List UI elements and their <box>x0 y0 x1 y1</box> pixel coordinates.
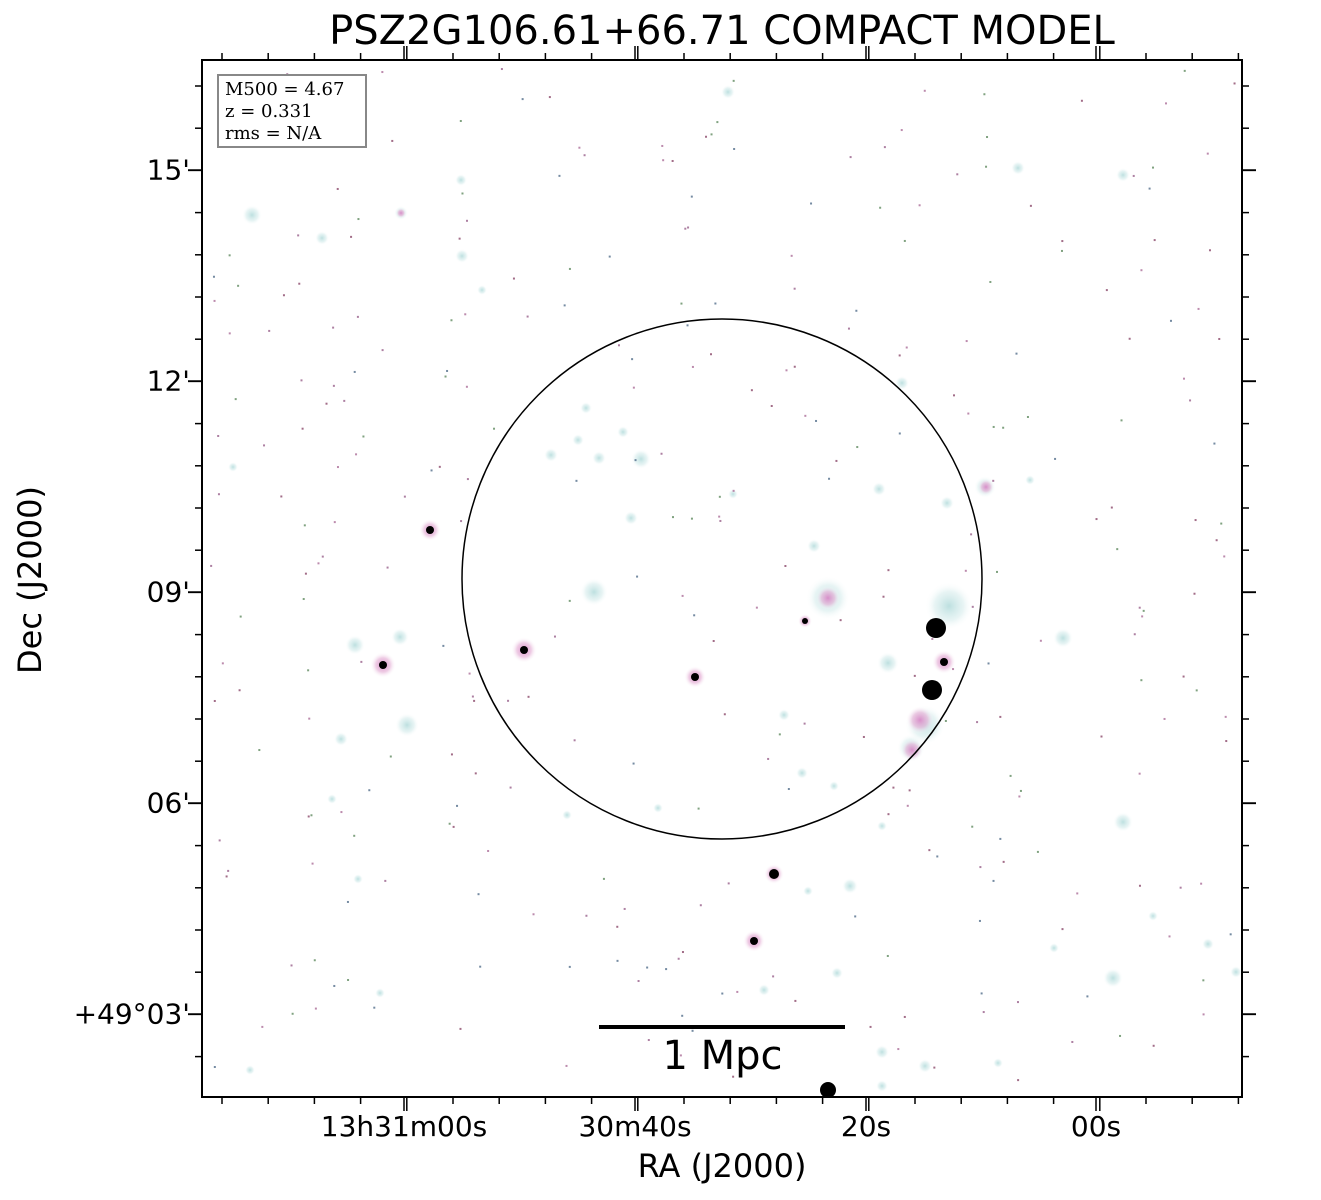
y-tick-label: +49°03' <box>73 997 190 1031</box>
redshift-text: z = 0.331 <box>225 101 313 122</box>
mass-text: M500 = 4.67 <box>225 79 345 100</box>
x-tick-label: 20s <box>840 1110 892 1143</box>
rms-text: rms = N/A <box>225 123 322 144</box>
y-tick-label: 06' <box>146 786 190 820</box>
scale-bar-label: 1 Mpc <box>662 1033 783 1079</box>
aperture-circle <box>461 318 983 840</box>
y-tick-label: 09' <box>146 575 190 609</box>
y-tick-label: 12' <box>146 364 190 398</box>
image-area <box>202 60 1242 1097</box>
y-axis-label: Dec (J2000) <box>11 486 49 674</box>
x-tick-label: 13h31m00s <box>320 1110 488 1143</box>
plot-frame <box>201 59 1243 1098</box>
x-axis-label: RA (J2000) <box>637 1147 807 1185</box>
x-tick-label: 30m40s <box>578 1110 692 1143</box>
y-tick-label: 15' <box>146 153 190 187</box>
x-tick-label: 00s <box>1070 1110 1122 1143</box>
info-box: M500 = 4.67 z = 0.331 rms = N/A <box>217 74 367 148</box>
axis-ticks <box>188 46 1256 1111</box>
plot-title: PSZ2G106.61+66.71 COMPACT MODEL <box>329 8 1115 54</box>
sources-layer <box>210 68 1242 1098</box>
